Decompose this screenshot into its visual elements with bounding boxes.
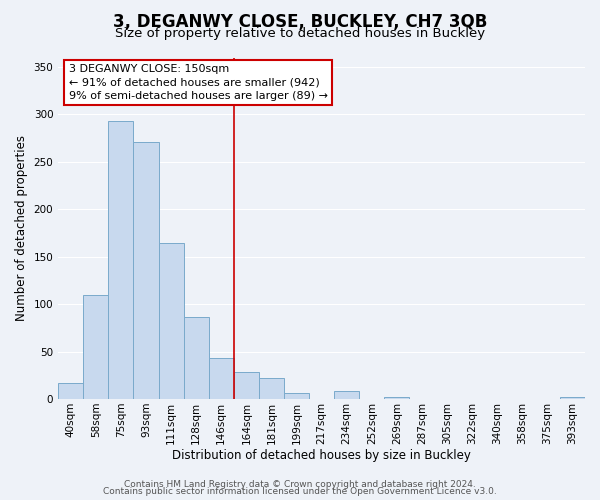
Bar — [109, 121, 133, 399]
Bar — [560, 397, 585, 399]
Bar — [133, 142, 158, 399]
Text: Size of property relative to detached houses in Buckley: Size of property relative to detached ho… — [115, 28, 485, 40]
Text: Contains public sector information licensed under the Open Government Licence v3: Contains public sector information licen… — [103, 487, 497, 496]
Text: 3 DEGANWY CLOSE: 150sqm
← 91% of detached houses are smaller (942)
9% of semi-de: 3 DEGANWY CLOSE: 150sqm ← 91% of detache… — [69, 64, 328, 100]
Bar — [234, 372, 259, 399]
Y-axis label: Number of detached properties: Number of detached properties — [15, 136, 28, 322]
Bar — [83, 294, 109, 399]
Bar — [334, 392, 359, 399]
Bar — [385, 397, 409, 399]
Bar — [209, 358, 234, 399]
Bar — [158, 244, 184, 399]
X-axis label: Distribution of detached houses by size in Buckley: Distribution of detached houses by size … — [172, 450, 471, 462]
Bar — [284, 394, 309, 399]
Bar — [184, 316, 209, 399]
Bar — [58, 383, 83, 399]
Bar — [259, 378, 284, 399]
Text: 3, DEGANWY CLOSE, BUCKLEY, CH7 3QB: 3, DEGANWY CLOSE, BUCKLEY, CH7 3QB — [113, 12, 487, 30]
Text: Contains HM Land Registry data © Crown copyright and database right 2024.: Contains HM Land Registry data © Crown c… — [124, 480, 476, 489]
